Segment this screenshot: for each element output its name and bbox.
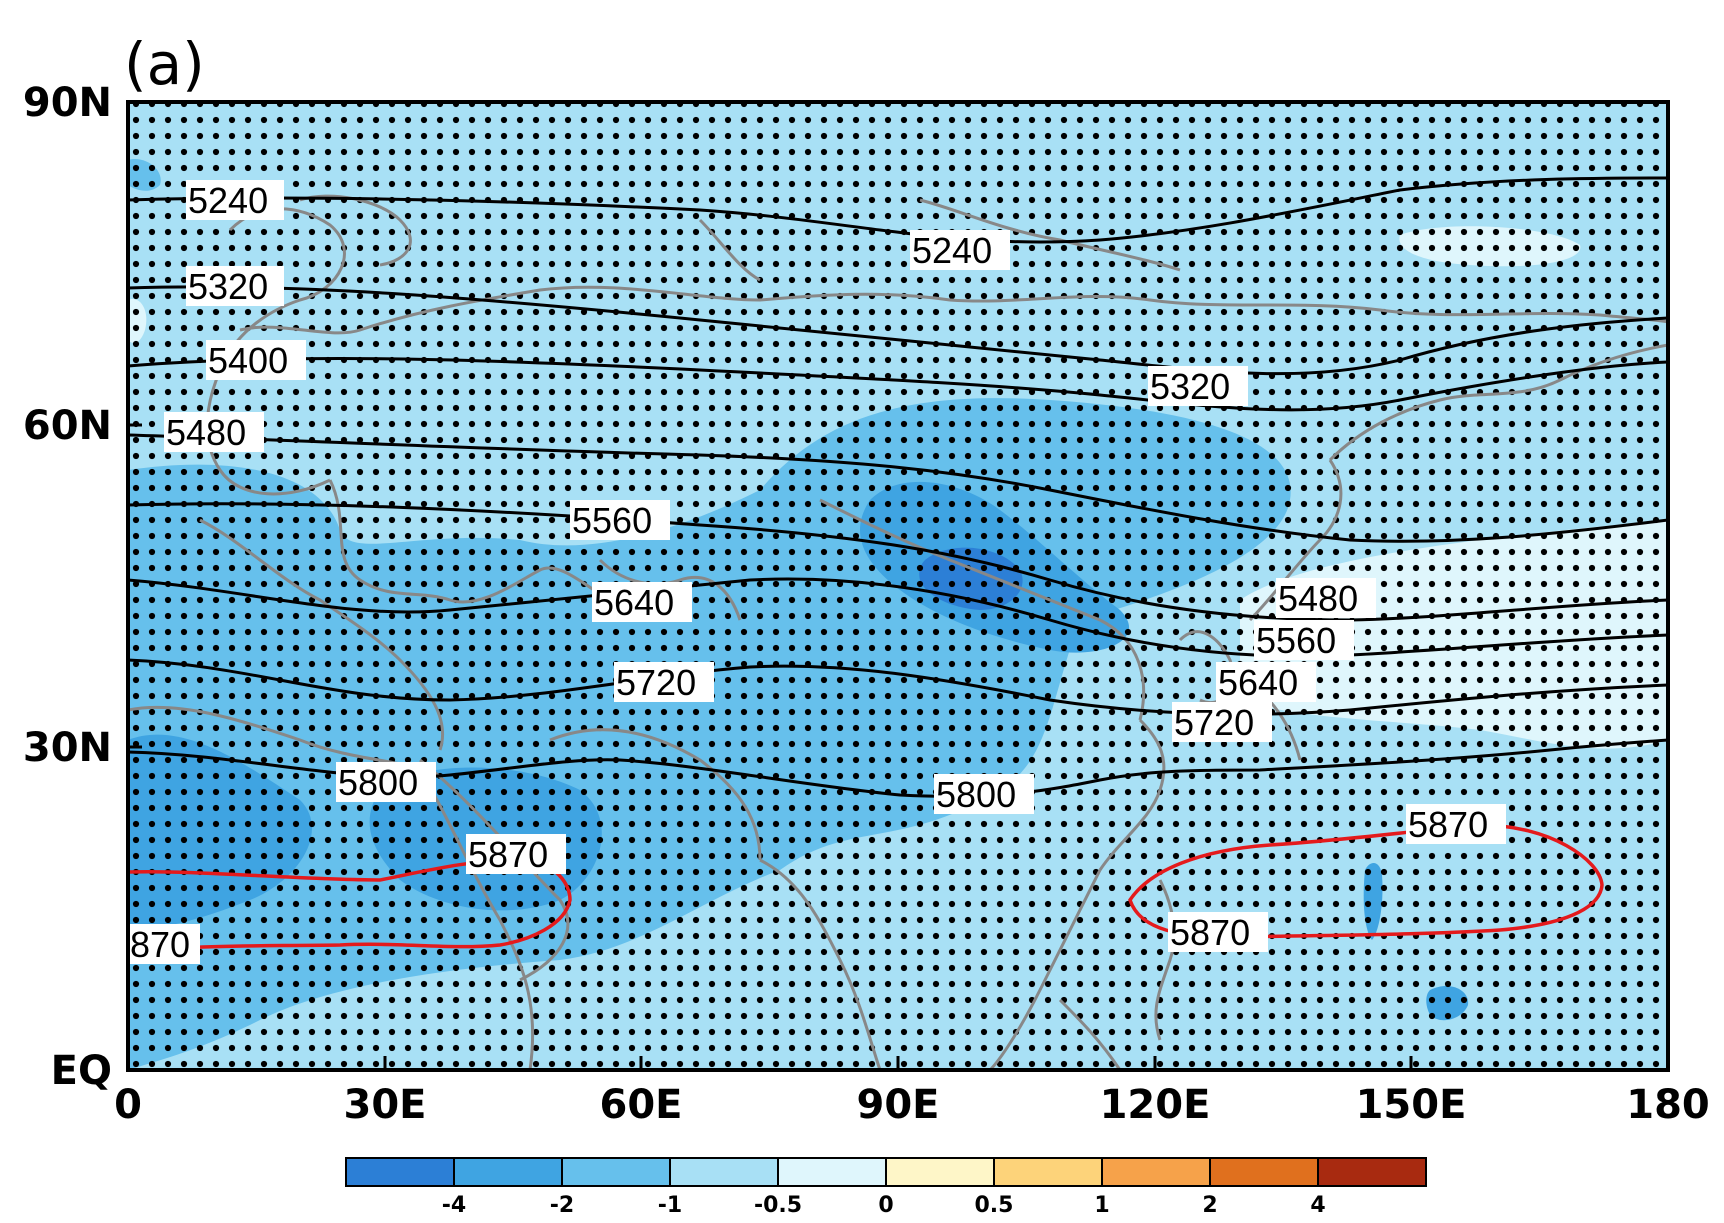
y-axis — [128, 100, 142, 1072]
contour-label: 5640 — [1218, 662, 1298, 703]
contour-label: 5400 — [208, 340, 288, 381]
colorbar-box-4 — [778, 1158, 886, 1186]
x-axis — [126, 1056, 1670, 1070]
contour-labels-red: 5870 870 5870 5870 — [128, 804, 1506, 965]
colorbar-box-2 — [562, 1158, 670, 1186]
y-tick-label: 90N — [23, 80, 112, 126]
colorbar-box-5 — [886, 1158, 994, 1186]
x-tick-label: 180 — [1626, 1082, 1710, 1128]
plot-area: 5240 5240 5320 5320 5400 5480 5480 5560 … — [128, 102, 1668, 1070]
contour-label: 5240 — [188, 180, 268, 221]
contour-label: 5640 — [594, 582, 674, 623]
colorbar-label: 1 — [1094, 1193, 1109, 1218]
x-tick-label: 30E — [344, 1082, 427, 1128]
x-tick-label: 0 — [114, 1082, 142, 1128]
colorbar-box-6 — [994, 1158, 1102, 1186]
y-tick-label: EQ — [51, 1048, 112, 1094]
contour-label: 870 — [130, 924, 190, 965]
colorbar-label: 2 — [1202, 1193, 1217, 1218]
colorbar-box-9 — [1318, 1158, 1426, 1186]
x-tick-label: 120E — [1100, 1082, 1211, 1128]
colorbar-box-3 — [670, 1158, 778, 1186]
contour-label: 5560 — [572, 500, 652, 541]
contour-label: 5240 — [912, 230, 992, 271]
y-tick-labels: EQ 30N 60N 90N — [23, 80, 112, 1094]
contour-label: 5480 — [1278, 578, 1358, 619]
contour-label: 5720 — [616, 662, 696, 703]
colorbar-box-7 — [1102, 1158, 1210, 1186]
colorbar-label: 4 — [1310, 1193, 1325, 1218]
contour-label: 5480 — [166, 412, 246, 453]
colorbar-label: -0.5 — [754, 1193, 802, 1218]
colorbar: -4 -2 -1 -0.5 0 0.5 1 2 4 — [345, 1157, 1427, 1218]
colorbar-label: -1 — [658, 1193, 682, 1218]
contour-label: 5870 — [468, 834, 548, 875]
contour-label: 5800 — [936, 774, 1016, 815]
contour-labels-black: 5240 5240 5320 5320 5400 5480 5480 5560 … — [164, 180, 1376, 815]
y-tick-label: 60N — [23, 403, 112, 449]
contour-label: 5720 — [1174, 702, 1254, 743]
panel-label: (a) — [124, 30, 205, 98]
y-tick-label: 30N — [23, 725, 112, 771]
geopotential-contours — [128, 176, 1668, 798]
contour-label: 5870 — [1408, 804, 1488, 845]
colorbar-label: 0 — [878, 1193, 893, 1218]
colorbar-box-8 — [1210, 1158, 1318, 1186]
contour-label: 5560 — [1256, 620, 1336, 661]
x-tick-labels: 0 30E 60E 90E 120E 150E 180 — [114, 1082, 1710, 1128]
colorbar-label: 0.5 — [975, 1193, 1014, 1218]
x-tick-label: 60E — [600, 1082, 683, 1128]
x-tick-label: 90E — [857, 1082, 940, 1128]
contour-label: 5320 — [1150, 366, 1230, 407]
x-tick-label: 150E — [1356, 1082, 1467, 1128]
contour-label: 5800 — [338, 762, 418, 803]
colorbar-box-1 — [454, 1158, 562, 1186]
contour-label: 5320 — [188, 266, 268, 307]
contour-label: 5870 — [1170, 912, 1250, 953]
colorbar-box-0 — [346, 1158, 454, 1186]
colorbar-label: -4 — [442, 1193, 466, 1218]
colorbar-label: -2 — [550, 1193, 574, 1218]
